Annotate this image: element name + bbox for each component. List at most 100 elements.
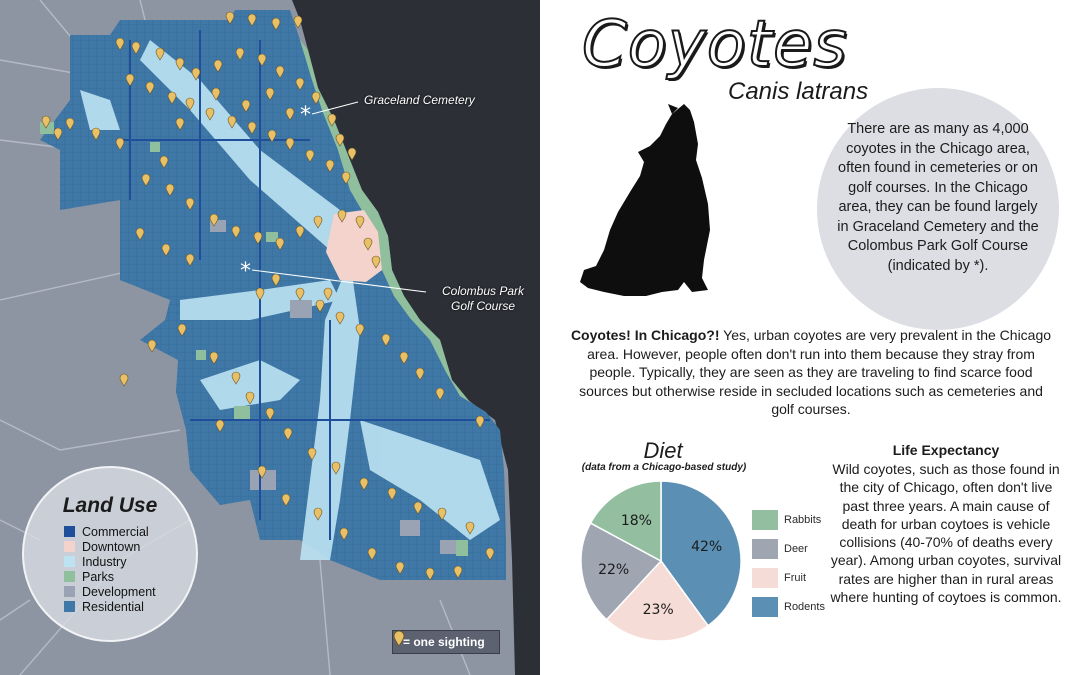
sighting-marker-icon <box>307 447 317 461</box>
diet-legend-swatch <box>752 568 778 588</box>
sighting-marker-icon <box>65 117 75 131</box>
sighting-marker-icon <box>253 231 263 245</box>
legend-label: Parks <box>82 569 114 584</box>
sighting-marker-icon <box>213 59 223 73</box>
sighting-marker-icon <box>293 15 303 29</box>
diet-title: Diet <box>643 438 683 463</box>
legend-item-commercial: Commercial <box>64 524 149 539</box>
sighting-marker-icon <box>355 215 365 229</box>
sighting-marker-icon <box>355 323 365 337</box>
sighting-marker-icon <box>335 133 345 147</box>
sighting-marker-icon <box>311 91 321 105</box>
land-use-legend: Land Use Commercial Downtown Industry Pa… <box>22 466 198 642</box>
sighting-marker-icon <box>415 367 425 381</box>
sighting-marker-icon <box>425 567 435 581</box>
sighting-marker-icon <box>247 121 257 135</box>
sighting-markers <box>41 11 495 581</box>
legend-swatch <box>64 601 75 612</box>
sighting-marker-icon <box>475 415 485 429</box>
sighting-marker-icon <box>271 17 281 31</box>
sighting-marker-icon <box>161 243 171 257</box>
graceland-asterisk-icon: * <box>300 103 311 128</box>
development-patches <box>210 220 462 554</box>
pie-slice-fruit <box>605 559 710 642</box>
callout-columbus-line1: Colombus Park <box>441 284 525 298</box>
sighting-marker-icon <box>225 11 235 25</box>
sighting-marker-icon <box>257 465 267 479</box>
sighting-marker-icon <box>323 287 333 301</box>
sighting-marker-icon <box>135 227 145 241</box>
sighting-marker-icon <box>177 323 187 337</box>
sighting-marker-icon <box>41 115 51 129</box>
legend-label: Residential <box>82 599 144 614</box>
pie-slice-deer <box>580 522 663 621</box>
sighting-marker-icon <box>285 137 295 151</box>
sighting-marker-icon <box>485 547 495 561</box>
legend-swatch <box>64 586 75 597</box>
legend-item-development: Development <box>64 584 156 599</box>
sighting-marker-icon <box>275 237 285 251</box>
sighting-marker-icon <box>125 73 135 87</box>
fact-text: There are as many as 4,000 coyotes in th… <box>837 121 1039 274</box>
lake-michigan <box>292 0 540 675</box>
pie-label-rodents: 42% <box>691 539 722 555</box>
sighting-marker-icon <box>145 81 155 95</box>
sighting-marker-icon <box>185 97 195 111</box>
sighting-marker-icon <box>119 373 129 387</box>
diet-pie-chart: 42% 23% 22% 18% <box>580 480 742 642</box>
diet-legend-label: Fruit <box>784 572 806 584</box>
sighting-marker-icon <box>255 287 265 301</box>
intro-paragraph: Coyotes! In Chicago?! Yes, urban coyotes… <box>566 326 1056 419</box>
diet-legend-label: Rabbits <box>784 514 822 526</box>
diet-legend-item-deer: Deer <box>752 538 808 560</box>
sighting-marker-icon <box>205 107 215 121</box>
callout-graceland-cemetery: Graceland Cemetery <box>364 93 475 107</box>
sighting-marker-icon <box>339 527 349 541</box>
sighting-marker-icon <box>231 225 241 239</box>
pie-labels: 42% 23% 22% 18% <box>598 513 722 618</box>
sighting-marker-icon <box>185 253 195 267</box>
sighting-marker-icon <box>257 53 267 67</box>
sighting-marker-icon <box>91 127 101 141</box>
pie-slice-rabbits <box>589 480 662 563</box>
sighting-marker-icon <box>227 115 237 129</box>
diet-legend-item-rabbits: Rabbits <box>752 509 821 531</box>
chicago-land-use-map: * * Graceland Cemetery Colombus Park Gol… <box>0 0 540 675</box>
diet-legend-item-fruit: Fruit <box>752 567 806 589</box>
sighting-marker-icon <box>209 351 219 365</box>
sighting-marker-icon <box>131 41 141 55</box>
sighting-marker-icon <box>241 99 251 113</box>
diet-legend-swatch <box>752 597 778 617</box>
sighting-marker-icon <box>211 87 221 101</box>
sighting-marker-icon <box>347 147 357 161</box>
pie-slice-rodents <box>660 480 742 627</box>
pie-label-fruit: 23% <box>643 602 674 618</box>
sighting-marker-icon <box>453 565 463 579</box>
park-patches <box>40 122 468 556</box>
legend-swatch <box>64 556 75 567</box>
map-canvas: * * <box>0 0 540 675</box>
sighting-marker-icon <box>341 171 351 185</box>
sighting-marker-icon <box>155 47 165 61</box>
howling-coyote-icon <box>580 104 710 296</box>
sighting-marker-icon <box>295 77 305 91</box>
life-expectancy-title: Life Expectancy <box>892 442 1000 458</box>
diet-legend-swatch <box>752 510 778 530</box>
sighting-marker-icon <box>327 113 337 127</box>
sighting-marker-icon <box>147 339 157 353</box>
legend-swatch <box>64 571 75 582</box>
sighting-marker-icon <box>387 487 397 501</box>
page-title: Coyotes <box>581 7 848 83</box>
legend-item-downtown: Downtown <box>64 539 140 554</box>
pie-label-rabbits: 18% <box>621 513 652 529</box>
callout-columbus-park: Colombus Park Golf Course <box>428 284 538 314</box>
sighting-marker-icon <box>281 493 291 507</box>
sighting-key: = one sighting <box>392 630 500 654</box>
sighting-marker-icon <box>413 501 423 515</box>
legend-swatch <box>64 526 75 537</box>
sighting-marker-icon <box>185 197 195 211</box>
intro-body: Yes, urban coyotes are very prevalent in… <box>579 327 1052 417</box>
sighting-marker-icon <box>325 159 335 173</box>
sighting-marker-icon <box>215 419 225 433</box>
diet-legend-swatch <box>752 539 778 559</box>
